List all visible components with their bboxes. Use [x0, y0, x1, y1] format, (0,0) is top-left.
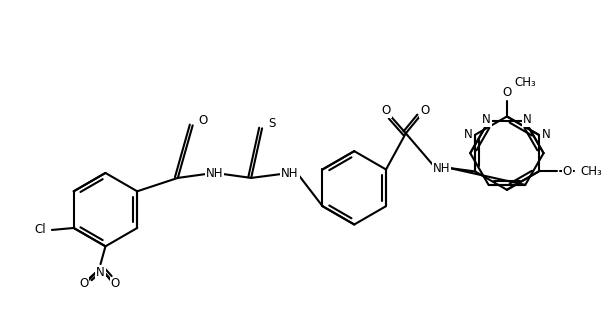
- Text: Cl: Cl: [35, 223, 46, 237]
- Text: N: N: [523, 113, 532, 126]
- Text: NH: NH: [206, 167, 223, 180]
- Text: CH₃: CH₃: [580, 165, 602, 178]
- Text: O: O: [79, 278, 88, 290]
- Text: O: O: [502, 86, 512, 99]
- Text: N: N: [541, 128, 551, 141]
- Text: NH: NH: [281, 167, 299, 180]
- Text: N: N: [96, 265, 105, 279]
- Text: O: O: [563, 165, 572, 178]
- Text: CH₃: CH₃: [515, 76, 537, 89]
- Text: O: O: [420, 104, 429, 117]
- Text: N: N: [463, 128, 472, 141]
- Text: O: O: [110, 278, 120, 290]
- Text: O: O: [381, 104, 391, 117]
- Text: S: S: [268, 117, 276, 130]
- Text: NH: NH: [433, 162, 450, 174]
- Text: N: N: [482, 113, 491, 126]
- Text: O: O: [198, 114, 208, 127]
